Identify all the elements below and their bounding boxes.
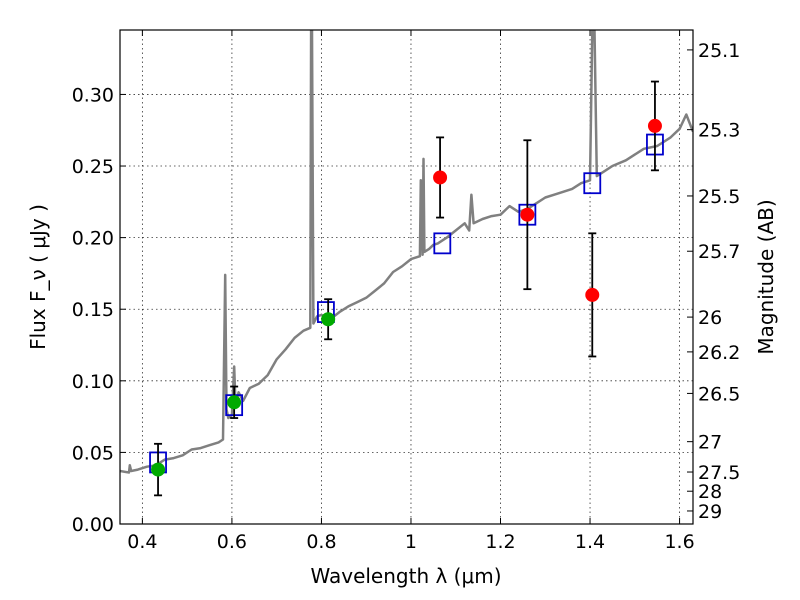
observed-point-green (151, 462, 166, 477)
mag-tick-label: 26.2 (698, 342, 740, 364)
mag-tick-label: 25.5 (698, 186, 740, 208)
y-tick-label: 0.10 (72, 371, 114, 393)
x-tick-label: 0.8 (306, 531, 336, 553)
y-tick-label: 0.15 (72, 299, 114, 321)
x-tick-label: 1 (405, 531, 417, 553)
mag-tick-label: 28 (698, 481, 722, 503)
observed-point-red (433, 170, 448, 185)
y-tick-label: 0.00 (72, 514, 114, 536)
y-axis-label: Flux F_ν ( μJy ) (26, 204, 50, 350)
x-tick-label: 1.6 (664, 531, 694, 553)
y-tick-label: 0.20 (72, 228, 114, 250)
plot-layer (120, 30, 693, 497)
mag-tick-label: 26 (698, 307, 722, 329)
x-tick-label: 0.6 (217, 531, 247, 553)
grid-layer (120, 30, 693, 525)
y-tick-label: 0.25 (72, 156, 114, 178)
mag-tick-label: 25.7 (698, 241, 740, 263)
mag-tick-label: 27.5 (698, 462, 740, 484)
right-y-axis-label: Magnitude (AB) (754, 199, 778, 354)
observed-point-red (585, 287, 600, 302)
mag-tick-label: 29 (698, 501, 722, 523)
plot-clipped-group (120, 30, 693, 474)
model-photometry-square (433, 232, 452, 255)
mag-tick-label: 25.1 (698, 40, 740, 62)
observed-point-green (321, 312, 336, 327)
observed-point-red (647, 118, 662, 133)
x-tick-label: 0.4 (127, 531, 157, 553)
x-tick-label: 1.4 (575, 531, 605, 553)
observed-point-red (520, 207, 535, 222)
tick-layer: 0.4 0.6 0.8 1 1.2 1.4 1.6 0.00 0.05 0.10 0.15 0.20 0… (72, 30, 740, 553)
mag-tick-label: 26.5 (698, 383, 740, 405)
observed-point-green (227, 395, 242, 410)
plot-frame (119, 29, 694, 525)
mag-tick-label: 25.3 (698, 120, 740, 142)
model-spectrum-line (120, 30, 693, 474)
x-tick-label: 1.2 (485, 531, 515, 553)
y-tick-label: 0.30 (72, 84, 114, 106)
model-photometry-square (583, 172, 602, 195)
y-tick-label: 0.05 (72, 442, 114, 464)
mag-tick-label: 27 (698, 432, 722, 454)
x-axis-label: Wavelength λ (μm) (310, 564, 501, 588)
